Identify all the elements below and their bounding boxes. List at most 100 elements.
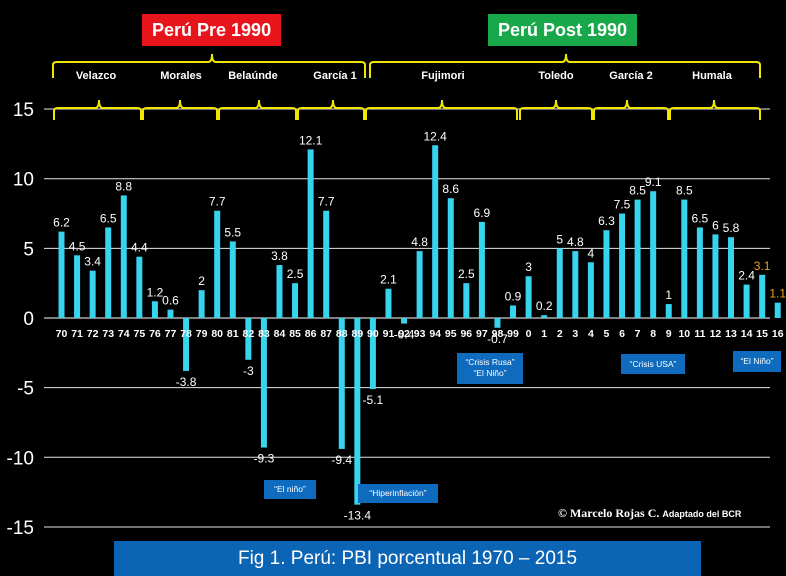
x-tick-label-70: 70 [56, 328, 68, 340]
x-tick-label-81: 81 [227, 328, 239, 340]
data-label-1: 0.2 [536, 299, 553, 313]
bar-74 [120, 195, 127, 318]
bar-13 [728, 237, 735, 318]
credit-author: Marcelo Rojas C. [569, 506, 660, 520]
x-tick-label-87: 87 [320, 328, 332, 340]
data-label-87: 7.7 [318, 195, 335, 209]
x-tick-label-3: 3 [572, 328, 578, 340]
x-tick-label-80: 80 [211, 328, 223, 340]
data-label-2: 5 [556, 232, 563, 246]
data-label-8: 9.1 [645, 175, 662, 189]
x-tick-label-5: 5 [604, 328, 610, 340]
x-tick-label-7: 7 [635, 328, 641, 340]
government-label: García 2 [609, 70, 652, 82]
data-label-72: 3.4 [84, 255, 101, 269]
bar-1 [541, 315, 548, 318]
y-tick-label: 5 [23, 239, 34, 260]
bar-92 [401, 318, 408, 324]
bar-94 [432, 145, 439, 318]
data-label-15: 3.1 [754, 259, 771, 273]
bar-71 [74, 255, 81, 318]
bar-15 [759, 274, 766, 318]
brace-toledo [519, 99, 593, 120]
y-tick-label: -10 [7, 448, 34, 469]
data-label-90: -5.1 [363, 393, 384, 407]
y-tick-label: -15 [7, 518, 34, 539]
bar-87 [323, 210, 330, 318]
x-tick-label-9: 9 [666, 328, 672, 340]
bar-9 [665, 304, 672, 318]
bar-99 [510, 305, 517, 318]
data-label-74: 8.8 [115, 179, 132, 193]
bar-78 [183, 318, 190, 371]
data-label-85: 2.5 [287, 267, 304, 281]
x-tick-label-4: 4 [588, 328, 594, 340]
x-tick-label-2: 2 [557, 328, 563, 340]
x-tick-label-96: 96 [460, 328, 472, 340]
bar-83 [260, 318, 267, 448]
data-label-93: 4.8 [411, 235, 428, 249]
x-tick-label-71: 71 [71, 328, 83, 340]
brace-garcía-2 [593, 99, 669, 120]
data-label-80: 7.7 [209, 195, 226, 209]
bar-76 [151, 301, 158, 318]
bar-73 [105, 227, 112, 318]
x-tick-label-11: 11 [694, 328, 705, 340]
data-label-98: -0.7 [487, 332, 508, 346]
government-label: García 1 [313, 70, 356, 82]
bar-84 [276, 265, 283, 318]
x-tick-label-94: 94 [429, 328, 441, 340]
brace-garcía-1 [297, 99, 365, 120]
bar-5 [603, 230, 610, 318]
brace-velazco [53, 99, 142, 120]
data-label-79: 2 [198, 274, 205, 288]
data-label-12: 6 [712, 218, 719, 232]
data-label-13: 5.8 [723, 221, 740, 235]
bar-16 [774, 302, 781, 318]
y-tick-label: -5 [17, 379, 34, 400]
x-tick-label-98: 98 [492, 328, 504, 340]
data-label-7: 8.5 [629, 184, 646, 198]
government-label: Morales [160, 70, 202, 82]
data-label-84: 3.8 [271, 249, 288, 263]
data-label-95: 8.6 [442, 182, 459, 196]
data-label-94: 12.4 [424, 129, 448, 143]
callout-crisis-rusa-el-nino: “Crisis Rusa” “El Niño” [457, 353, 523, 384]
x-tick-label-16: 16 [772, 328, 784, 340]
y-tick-label: 10 [13, 170, 34, 191]
bar-7 [634, 199, 641, 318]
data-label-76: 1.2 [147, 285, 164, 299]
bar-95 [447, 198, 454, 318]
bar-14 [743, 284, 750, 318]
era-pre-1990-label: Perú Pre 1990 [142, 14, 282, 46]
bar-72 [89, 270, 96, 318]
data-label-89: -13.4 [344, 509, 372, 523]
callout-crisis-usa: “Crisis USA” [621, 354, 685, 374]
callout-crisis-rusa: “Crisis Rusa” [465, 357, 515, 367]
bar-2 [556, 248, 563, 318]
data-label-71: 4.5 [69, 239, 86, 253]
bar-85 [292, 283, 299, 318]
data-label-73: 6.5 [100, 211, 117, 225]
government-label: Toledo [538, 70, 574, 82]
brace-era-post [369, 53, 761, 78]
x-tick-label-0: 0 [526, 328, 532, 340]
data-label-4: 4 [588, 246, 595, 260]
bar-6 [619, 213, 626, 318]
callout-el-nino-1983: “El niño” [264, 480, 316, 499]
x-tick-label-10: 10 [678, 328, 690, 340]
brace-morales [142, 99, 218, 120]
data-label-10: 8.5 [676, 184, 693, 198]
x-tick-label-83: 83 [258, 328, 270, 340]
data-label-78: -3.8 [176, 375, 197, 389]
callout-el-nino-2016: “El Niño” [733, 351, 781, 372]
x-tick-label-15: 15 [756, 328, 768, 340]
data-label-97: 6.9 [474, 206, 491, 220]
data-label-81: 5.5 [224, 225, 241, 239]
brace-era-pre [52, 53, 366, 78]
bar-3 [572, 251, 579, 318]
y-tick-label: 0 [23, 309, 34, 330]
bar-86 [307, 149, 314, 318]
bar-88 [338, 318, 345, 449]
brace-humala [669, 99, 761, 120]
